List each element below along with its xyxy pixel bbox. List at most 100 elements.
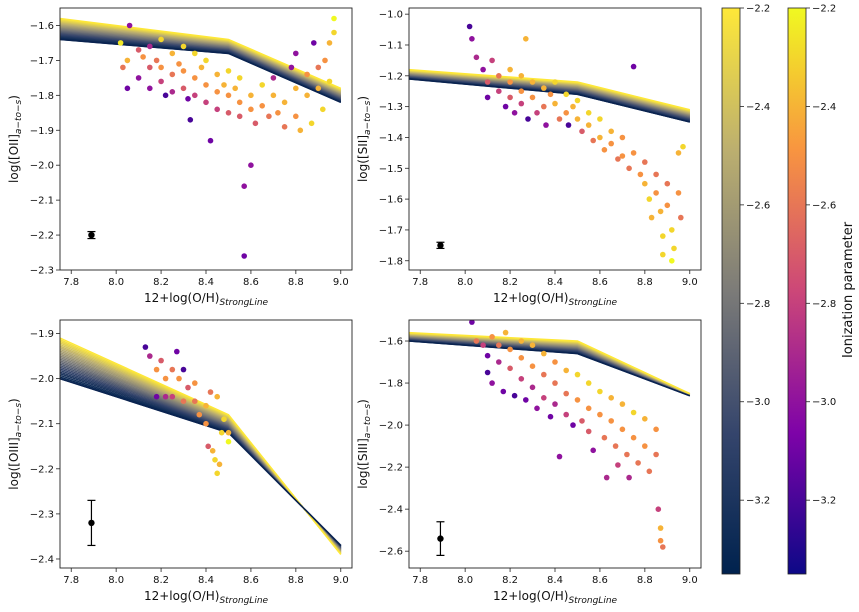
x-tick-label: 8.4: [198, 575, 214, 586]
data-point: [185, 384, 191, 391]
x-tick-label: 9.0: [682, 575, 698, 586]
data-point: [511, 110, 518, 116]
data-point: [507, 66, 513, 73]
data-point: [203, 57, 209, 64]
data-point: [174, 348, 180, 355]
y-tick-label: −1.6: [379, 195, 403, 206]
data-point: [308, 120, 315, 127]
data-point: [311, 40, 317, 46]
data-point: [669, 227, 675, 233]
data-point: [626, 165, 632, 172]
colorbar-tick-label: −3.0: [812, 397, 836, 408]
data-point: [642, 180, 648, 187]
x-tick-label: 8.2: [153, 575, 169, 586]
y-tick-label: −2.2: [379, 463, 403, 474]
data-point: [500, 388, 507, 395]
data-point: [518, 100, 525, 107]
data-point: [671, 245, 677, 252]
data-point: [547, 91, 554, 98]
data-point: [180, 68, 187, 74]
y-tick-label: −1.5: [379, 164, 403, 175]
model-lines: [409, 68, 690, 123]
data-point: [534, 405, 540, 412]
data-point: [259, 103, 266, 109]
y-tick-label: −1.9: [30, 126, 54, 137]
x-axis-label: 12+log(O/H)StrongLine: [144, 291, 269, 308]
y-tick-label: −1.7: [379, 225, 403, 236]
y-tick-label: −1.6: [379, 337, 403, 348]
data-point: [158, 36, 164, 43]
data-point: [124, 85, 131, 92]
model-line: [60, 368, 342, 549]
data-point: [225, 110, 232, 116]
data-point: [147, 353, 153, 359]
data-point: [556, 116, 563, 122]
data-point: [608, 140, 614, 147]
data-point: [304, 71, 310, 78]
model-line: [60, 366, 342, 549]
data-point: [192, 50, 198, 57]
data-point: [326, 78, 333, 85]
model-line: [60, 374, 342, 547]
error-bar: [87, 499, 96, 547]
y-tick-label: −2.1: [30, 196, 54, 207]
data-point: [241, 253, 247, 259]
x-tick-label: 7.8: [63, 575, 79, 586]
data-point: [162, 92, 169, 99]
colorbar-tick-label: −2.4: [812, 102, 836, 113]
data-point: [523, 397, 529, 403]
data-point: [615, 462, 621, 468]
data-point: [502, 103, 509, 110]
data-point: [259, 82, 266, 88]
data-point: [326, 40, 333, 46]
data-point: [214, 393, 220, 400]
data-point: [680, 143, 686, 150]
data-point: [619, 426, 626, 433]
data-point: [214, 71, 220, 78]
data-point: [185, 96, 191, 102]
x-axis-label: 12+log(O/H)StrongLine: [493, 589, 618, 606]
data-point: [552, 359, 558, 365]
data-point: [534, 110, 540, 116]
data-point: [209, 448, 216, 454]
data-point: [169, 89, 176, 95]
data-point: [552, 380, 558, 386]
panel-bottom-left: 7.8 8.0 8.2 8.4 8.6 8.8 9.0 −1.9 −2.0 −2.1 −2.2 −2.…: [7, 319, 353, 606]
data-point: [331, 29, 337, 36]
plot-frame: [408, 319, 702, 569]
data-point: [556, 453, 563, 460]
data-point: [236, 113, 243, 120]
data-point: [597, 411, 603, 418]
data-points: [466, 23, 686, 264]
model-line-bottom: [60, 38, 342, 104]
x-tick-label: 7.8: [412, 575, 428, 586]
data-point: [169, 366, 176, 373]
data-point: [653, 190, 659, 196]
plot-frame: [408, 7, 702, 271]
model-line: [60, 373, 342, 547]
data-point: [525, 116, 531, 122]
data-point: [597, 134, 603, 141]
data-point: [642, 159, 648, 165]
data-point: [507, 346, 513, 353]
data-point: [236, 75, 243, 81]
data-point: [541, 395, 547, 401]
colorbar-cividis: −2.2 −2.4 −2.6 −2.8 −3.0 −3.2: [721, 4, 770, 575]
data-point: [660, 544, 666, 550]
y-tick-label: −1.4: [379, 133, 403, 144]
data-point: [225, 92, 232, 99]
data-point: [232, 85, 238, 92]
data-point: [563, 367, 569, 374]
model-lines: [60, 17, 342, 104]
data-point: [180, 43, 187, 50]
data-points: [142, 344, 232, 477]
y-tick-label: −2.0: [30, 374, 54, 385]
data-point: [585, 428, 592, 435]
data-point: [147, 85, 153, 92]
data-point: [293, 85, 299, 92]
data-point: [608, 395, 614, 401]
x-tick-label: 8.8: [288, 277, 304, 288]
y-tick-label: −1.7: [30, 56, 54, 67]
data-point: [653, 451, 659, 458]
data-point: [660, 233, 666, 239]
